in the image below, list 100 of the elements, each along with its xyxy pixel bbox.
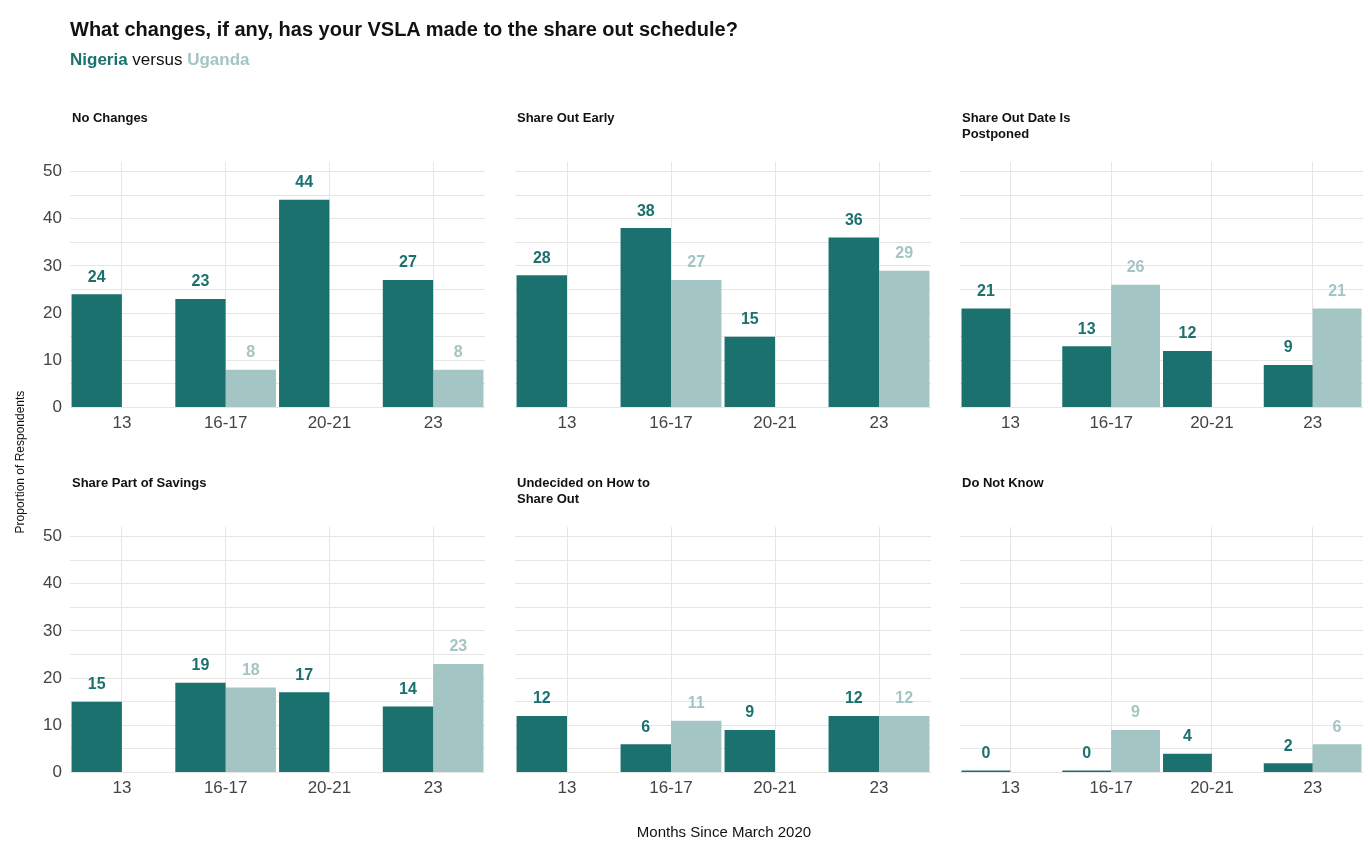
- bar: [175, 298, 226, 408]
- y-tick-label: 20: [43, 302, 62, 322]
- bar: [1062, 346, 1112, 408]
- bar: [516, 275, 567, 408]
- bar: [620, 228, 671, 408]
- data-label: 15: [740, 310, 759, 328]
- bar: [382, 280, 434, 408]
- bar: [1312, 308, 1362, 408]
- x-tick-label: 20-21: [753, 413, 797, 433]
- chart-title: No Changes: [72, 110, 149, 126]
- data-label: 27: [399, 253, 417, 271]
- y-tick-label: 0: [52, 397, 62, 417]
- data-label: 12: [1178, 324, 1197, 342]
- bar: [671, 720, 722, 773]
- data-label: 21: [977, 281, 995, 299]
- bar: [1163, 753, 1212, 773]
- bar: [724, 336, 775, 408]
- y-tick-label: 10: [43, 715, 62, 735]
- bar: [279, 692, 330, 773]
- x-tick-label: 23: [869, 413, 889, 433]
- bar: [71, 701, 122, 773]
- bar: [71, 294, 122, 408]
- x-tick-label: 13: [1000, 778, 1020, 798]
- bar: [1263, 763, 1313, 773]
- bar: [1263, 365, 1313, 408]
- bar: [879, 270, 930, 408]
- data-label: 27: [687, 253, 706, 271]
- bar: [433, 369, 484, 408]
- x-tick-label: 13: [557, 778, 577, 798]
- data-label: 2: [1283, 736, 1293, 754]
- data-label: 23: [449, 637, 468, 655]
- bar: [1312, 744, 1362, 773]
- data-label: 38: [636, 201, 655, 219]
- bar: [279, 199, 330, 408]
- bar: [225, 369, 276, 408]
- y-tick-label: 30: [43, 620, 62, 640]
- data-label: 9: [745, 703, 755, 721]
- data-label: 9: [1283, 338, 1293, 356]
- text: Nigeria versus Uganda: [70, 50, 250, 69]
- chart-title: Undecided on How to Share Out: [517, 475, 651, 507]
- y-tick-label: 40: [43, 208, 62, 228]
- x-tick-label: 23: [1303, 413, 1323, 433]
- x-tick-label: 16-17: [203, 778, 248, 798]
- data-label: 17: [295, 665, 314, 683]
- x-tick-label: 16-17: [1089, 778, 1133, 798]
- x-tick-label: 23: [869, 778, 889, 798]
- data-label: 18: [241, 660, 260, 678]
- data-label: 8: [453, 343, 463, 361]
- bar: [1111, 284, 1160, 408]
- bar: [828, 237, 879, 408]
- bar: [671, 280, 722, 408]
- bar: [433, 663, 484, 773]
- text: Months Since March 2020: [635, 823, 813, 840]
- bar: [961, 308, 1011, 408]
- y-tick-label: 0: [52, 762, 62, 782]
- data-label: 15: [87, 675, 106, 693]
- bar: [516, 715, 567, 773]
- data-label: 12: [895, 689, 914, 707]
- x-tick-label: 13: [112, 413, 132, 433]
- x-tick-label: 13: [112, 778, 132, 798]
- data-label: 8: [246, 343, 256, 361]
- x-tick-label: 23: [423, 778, 443, 798]
- data-label: 6: [1332, 717, 1342, 735]
- chart-title: Share Out Date Is Postponed: [962, 110, 1072, 142]
- data-label: 14: [399, 679, 417, 697]
- x-tick-label: 20-21: [753, 778, 797, 798]
- x-tick-label: 23: [1303, 778, 1323, 798]
- chart-title: Share Out Early: [517, 110, 616, 126]
- x-tick-label: 16-17: [1089, 413, 1133, 433]
- data-label: 0: [981, 744, 991, 762]
- y-tick-label: 50: [43, 161, 62, 181]
- data-label: 9: [1131, 703, 1141, 721]
- bar: [879, 715, 930, 773]
- data-label: 12: [532, 689, 551, 707]
- bar: [724, 730, 775, 773]
- chart-title: Share Part of Savings: [72, 475, 208, 491]
- data-label: 13: [1077, 319, 1096, 337]
- data-label: 24: [87, 267, 106, 285]
- x-tick-label: 16-17: [649, 778, 693, 798]
- chart-title: Do Not Know: [962, 475, 1045, 491]
- bar: [1111, 730, 1160, 773]
- data-label: 28: [532, 248, 551, 266]
- x-tick-label: 13: [1000, 413, 1020, 433]
- x-tick-label: 16-17: [203, 413, 248, 433]
- x-tick-label: 20-21: [307, 413, 352, 433]
- data-label: 23: [191, 272, 210, 290]
- x-tick-label: 16-17: [649, 413, 693, 433]
- y-tick-label: 20: [43, 667, 62, 687]
- bar: [828, 715, 879, 773]
- text: Proportion of Respondents: [13, 389, 27, 536]
- bar: [225, 687, 276, 773]
- y-tick-label: 50: [43, 526, 62, 546]
- bar: [382, 706, 434, 773]
- bar: [620, 744, 671, 773]
- x-tick-label: 20-21: [1190, 778, 1234, 798]
- x-tick-label: 20-21: [307, 778, 352, 798]
- data-label: 44: [295, 173, 314, 191]
- text: What changes, if any, has your VSLA made to the share out schedule?: [70, 18, 738, 41]
- data-label: 4: [1182, 727, 1192, 745]
- y-tick-label: 40: [43, 573, 62, 593]
